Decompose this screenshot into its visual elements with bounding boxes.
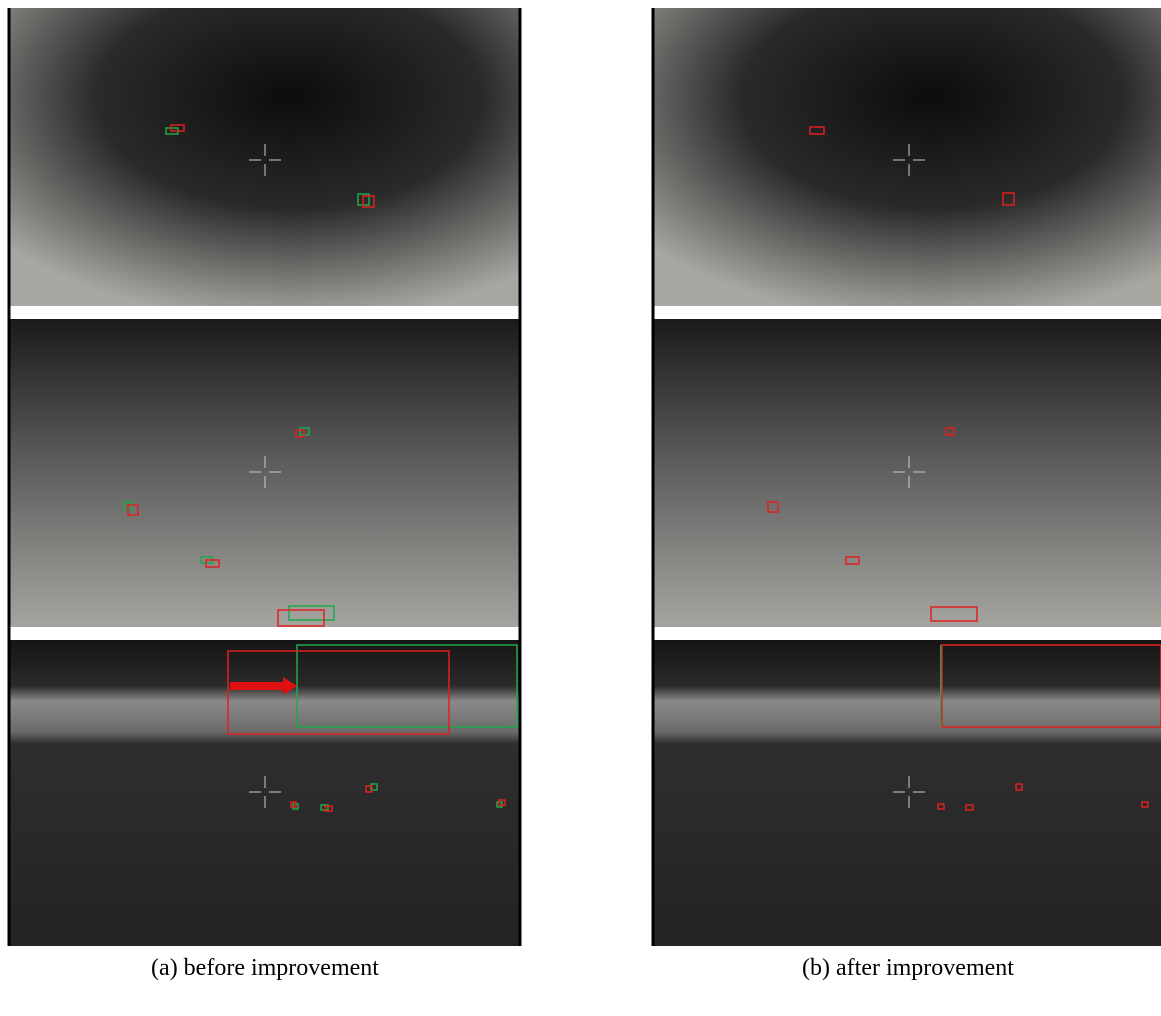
frame-image — [652, 640, 1161, 946]
frame-image — [8, 319, 521, 627]
right-column — [652, 8, 1161, 946]
frame-image — [652, 8, 1161, 306]
caption: (b) after improvement — [648, 955, 1161, 982]
page: {"captions": ["(a) before improvement", … — [0, 0, 1161, 1016]
figure — [0, 0, 1161, 950]
frame-image — [8, 8, 521, 306]
frame-image — [652, 319, 1161, 627]
caption: (a) before improvement — [5, 955, 525, 982]
left-column — [8, 8, 521, 946]
